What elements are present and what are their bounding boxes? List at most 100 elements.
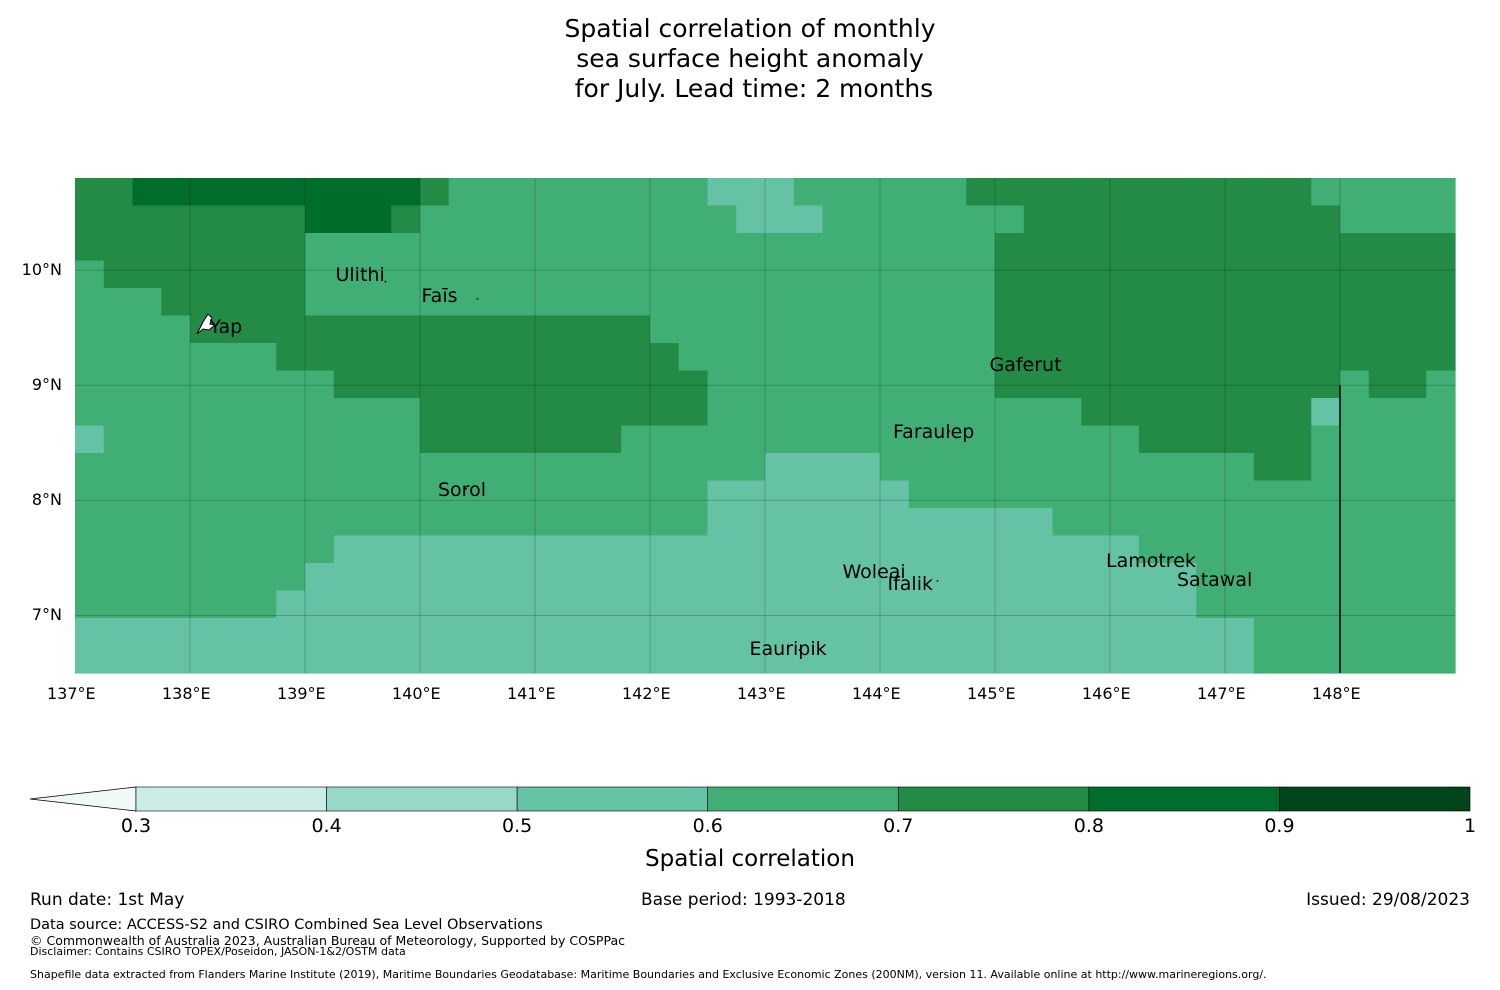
map-cell <box>362 618 392 647</box>
map-cell <box>736 343 766 372</box>
map-cell <box>391 508 421 537</box>
map-cell <box>966 260 996 289</box>
map-cell <box>1340 535 1370 564</box>
map-cell <box>333 398 364 427</box>
map-cell <box>1253 425 1284 454</box>
map-cell <box>621 618 651 647</box>
map-cell <box>1282 233 1312 262</box>
map-cell <box>1052 563 1082 592</box>
map-cell <box>937 315 967 344</box>
lon-tick-label: 137°E <box>47 684 96 703</box>
map-cell <box>161 343 191 372</box>
island-dot <box>798 649 801 651</box>
map-cell <box>75 480 105 509</box>
map-cell <box>132 618 162 647</box>
map-cell <box>995 315 1025 344</box>
map-cell <box>218 535 249 564</box>
map-cell <box>621 508 651 537</box>
map-cell <box>621 425 651 454</box>
map-cell <box>1167 425 1197 454</box>
map-cell <box>1052 205 1082 234</box>
map-cell <box>1311 205 1341 234</box>
map-cell <box>937 343 967 372</box>
lon-tick-label: 140°E <box>392 684 441 703</box>
map-cell <box>736 178 766 207</box>
map-cell <box>707 453 737 482</box>
map-cell <box>1311 343 1341 372</box>
map-cell <box>563 563 594 592</box>
map-cell <box>276 508 306 537</box>
map-cell <box>765 590 795 619</box>
map-cell <box>1052 260 1082 289</box>
map-cell <box>736 535 766 564</box>
map-cell <box>1052 233 1082 262</box>
map-cell <box>1167 398 1197 427</box>
map-cell <box>592 563 622 592</box>
map-cell <box>592 480 622 509</box>
map-cell <box>391 205 421 234</box>
map-cell <box>851 233 881 262</box>
map-cell <box>621 480 651 509</box>
map-cell <box>937 398 967 427</box>
map-cell <box>851 563 881 592</box>
map-cell <box>1081 315 1111 344</box>
map-cell <box>333 645 364 674</box>
map-cell <box>592 535 622 564</box>
map-cell <box>276 233 306 262</box>
map-cell <box>880 315 910 344</box>
island-dot <box>465 487 467 490</box>
map-cell <box>103 288 134 317</box>
map-cell <box>1397 178 1427 207</box>
map-cell <box>362 233 392 262</box>
map-cell <box>1023 205 1054 234</box>
map-cell <box>247 370 277 399</box>
map-cell <box>707 205 737 234</box>
map-cell <box>1110 535 1140 564</box>
map-cell <box>650 618 680 647</box>
map-cell <box>851 535 881 564</box>
map-cell <box>592 398 622 427</box>
map-cell <box>1426 618 1456 647</box>
map-cell <box>765 288 795 317</box>
map-cell <box>1110 425 1140 454</box>
map-cell <box>132 508 162 537</box>
map-cell <box>707 508 737 537</box>
map-cell <box>132 260 162 289</box>
map-cell <box>822 260 852 289</box>
map-cell <box>75 590 105 619</box>
map-cell <box>966 480 996 509</box>
map-cell <box>1397 453 1427 482</box>
title-line-1: Spatial correlation of monthly <box>564 14 936 43</box>
map-cell <box>678 535 709 564</box>
map-cell <box>1225 480 1255 509</box>
map-cell <box>650 260 680 289</box>
map-cell <box>420 590 450 619</box>
map-cell <box>966 233 996 262</box>
map-cell <box>305 425 335 454</box>
map-cell <box>305 480 335 509</box>
map-cell <box>966 205 996 234</box>
map-cell <box>1253 508 1284 537</box>
map-cell <box>535 205 565 234</box>
map-cell <box>276 535 306 564</box>
map-cell <box>391 453 421 482</box>
map-cell <box>1340 343 1370 372</box>
map-cell <box>822 178 852 207</box>
map-cell <box>132 645 162 674</box>
map-cell <box>1196 645 1226 674</box>
map-cell <box>190 508 220 537</box>
map-cell <box>103 260 134 289</box>
map-cell <box>707 480 737 509</box>
map-cell <box>247 618 277 647</box>
map-cell <box>247 260 277 289</box>
map-cell <box>477 425 507 454</box>
map-cell <box>1225 425 1255 454</box>
map-cell <box>937 205 967 234</box>
map-cell <box>535 315 565 344</box>
map-cell <box>1340 590 1370 619</box>
map-cell <box>1368 535 1399 564</box>
map-cell <box>506 343 536 372</box>
map-cell <box>1110 178 1140 207</box>
map-cell <box>506 480 536 509</box>
map-cell <box>621 590 651 619</box>
